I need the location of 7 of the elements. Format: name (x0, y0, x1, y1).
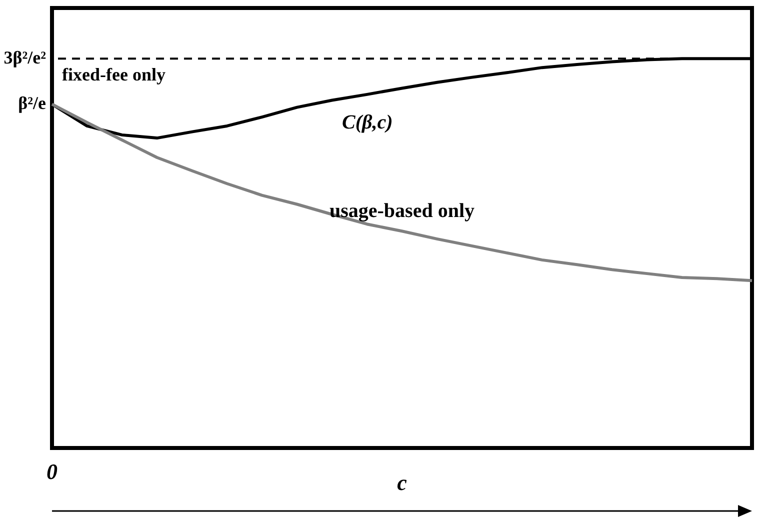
ref-line-label: fixed-fee only (62, 64, 166, 85)
series-label: usage-based only (329, 200, 475, 222)
text: 0 (46, 459, 58, 484)
text: 3β²/e² (4, 48, 46, 68)
series-label: C(β,c) (342, 111, 393, 134)
text: β²/e (18, 93, 46, 114)
x-axis-title: c (397, 470, 407, 495)
